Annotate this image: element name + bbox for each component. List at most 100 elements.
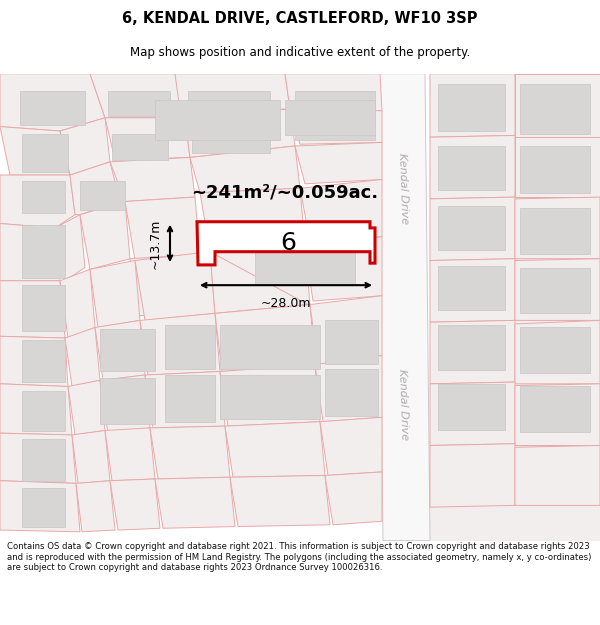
Polygon shape: [320, 418, 382, 476]
Polygon shape: [430, 74, 600, 541]
Polygon shape: [200, 188, 305, 252]
Polygon shape: [70, 162, 120, 215]
Polygon shape: [515, 259, 600, 321]
Polygon shape: [325, 472, 382, 525]
Polygon shape: [105, 118, 190, 160]
Polygon shape: [515, 446, 600, 506]
Polygon shape: [0, 433, 76, 483]
Polygon shape: [90, 261, 140, 328]
Polygon shape: [22, 439, 65, 481]
Polygon shape: [515, 137, 600, 197]
Polygon shape: [65, 328, 100, 386]
Polygon shape: [55, 215, 85, 281]
Polygon shape: [105, 428, 155, 481]
Polygon shape: [438, 146, 505, 190]
Polygon shape: [0, 281, 65, 338]
Polygon shape: [285, 100, 375, 136]
Polygon shape: [520, 268, 590, 313]
Polygon shape: [197, 222, 375, 265]
Polygon shape: [438, 206, 505, 250]
Text: ~241m²/~0.059ac.: ~241m²/~0.059ac.: [191, 184, 379, 202]
Polygon shape: [0, 384, 72, 435]
Polygon shape: [185, 109, 295, 158]
Text: 6: 6: [280, 231, 296, 255]
Polygon shape: [290, 109, 382, 144]
Polygon shape: [305, 237, 382, 301]
Polygon shape: [438, 384, 505, 429]
Polygon shape: [0, 74, 105, 131]
Polygon shape: [190, 146, 300, 192]
Polygon shape: [325, 369, 378, 416]
Polygon shape: [80, 181, 125, 210]
Polygon shape: [0, 336, 68, 386]
Polygon shape: [295, 142, 382, 184]
Polygon shape: [90, 74, 185, 118]
Polygon shape: [325, 321, 378, 364]
Polygon shape: [165, 325, 215, 369]
Polygon shape: [125, 197, 200, 261]
Polygon shape: [140, 313, 220, 375]
Polygon shape: [135, 252, 215, 321]
Polygon shape: [520, 146, 590, 192]
Polygon shape: [192, 134, 270, 153]
Polygon shape: [295, 91, 375, 108]
Polygon shape: [438, 266, 505, 310]
Polygon shape: [100, 378, 155, 424]
Polygon shape: [210, 252, 308, 313]
Polygon shape: [230, 476, 330, 526]
Polygon shape: [22, 391, 65, 431]
Polygon shape: [100, 375, 150, 433]
Polygon shape: [22, 340, 65, 382]
Polygon shape: [108, 91, 170, 116]
Polygon shape: [20, 91, 85, 125]
Polygon shape: [215, 304, 315, 371]
Polygon shape: [315, 356, 382, 422]
Polygon shape: [110, 158, 195, 201]
Polygon shape: [0, 481, 80, 532]
Polygon shape: [22, 285, 65, 331]
Polygon shape: [145, 371, 225, 428]
Polygon shape: [110, 479, 160, 530]
Polygon shape: [515, 74, 600, 137]
Polygon shape: [255, 237, 355, 285]
Text: Kendal Drive: Kendal Drive: [397, 368, 409, 440]
Polygon shape: [295, 134, 375, 140]
Polygon shape: [430, 444, 515, 507]
Text: 6, KENDAL DRIVE, CASTLEFORD, WF10 3SP: 6, KENDAL DRIVE, CASTLEFORD, WF10 3SP: [122, 11, 478, 26]
Polygon shape: [310, 296, 382, 364]
Polygon shape: [300, 179, 382, 241]
Polygon shape: [155, 478, 235, 528]
Polygon shape: [520, 208, 590, 254]
Polygon shape: [0, 127, 70, 175]
Polygon shape: [72, 431, 110, 483]
Polygon shape: [112, 134, 168, 160]
Polygon shape: [430, 136, 515, 199]
Polygon shape: [175, 74, 290, 111]
Polygon shape: [0, 175, 75, 228]
Polygon shape: [130, 254, 205, 316]
Polygon shape: [0, 224, 60, 281]
Polygon shape: [285, 74, 382, 111]
Text: Map shows position and indicative extent of the property.: Map shows position and indicative extent…: [130, 46, 470, 59]
Polygon shape: [438, 84, 505, 131]
Polygon shape: [220, 325, 320, 369]
Polygon shape: [520, 386, 590, 432]
Polygon shape: [200, 246, 310, 312]
Polygon shape: [60, 269, 95, 338]
Polygon shape: [80, 201, 130, 269]
Polygon shape: [220, 375, 320, 419]
Polygon shape: [220, 364, 320, 426]
Polygon shape: [68, 380, 105, 435]
Polygon shape: [22, 181, 65, 213]
Polygon shape: [430, 382, 515, 446]
Polygon shape: [188, 91, 270, 108]
Polygon shape: [22, 488, 65, 528]
Polygon shape: [150, 426, 230, 479]
Polygon shape: [60, 118, 110, 175]
Polygon shape: [22, 134, 68, 172]
Text: Kendal Drive: Kendal Drive: [397, 152, 409, 224]
Polygon shape: [95, 321, 145, 380]
Polygon shape: [430, 321, 515, 384]
Polygon shape: [100, 329, 155, 371]
Polygon shape: [155, 100, 280, 140]
